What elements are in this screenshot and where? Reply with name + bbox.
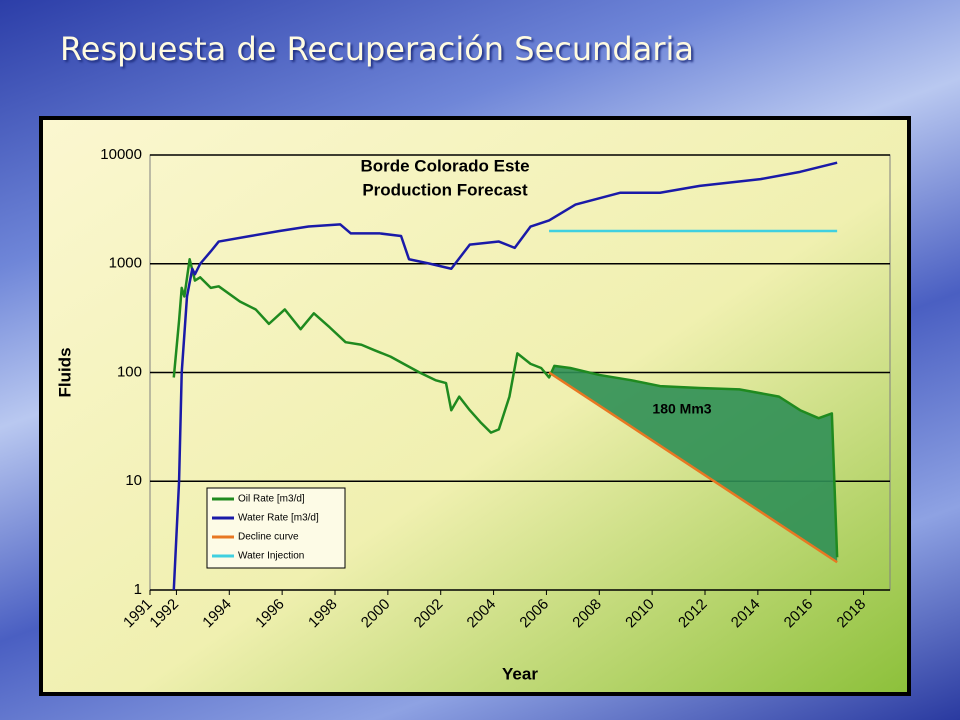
series-line — [548, 371, 838, 564]
chart-subtitle: Production Forecast — [362, 180, 528, 199]
legend-label: Water Rate [m3/d] — [238, 513, 319, 524]
y-tick-label: 1 — [134, 581, 142, 598]
slide-title: Respuesta de Recuperación Secundaria — [60, 30, 694, 68]
y-tick-label: 100 — [117, 363, 142, 380]
series-line — [172, 257, 839, 558]
y-tick-label: 1000 — [109, 255, 142, 272]
legend-label: Decline curve — [238, 532, 299, 543]
chart-title: Borde Colorado Este — [360, 156, 529, 175]
annotation: 180 Mm3 — [652, 401, 711, 417]
x-axis-label: Year — [502, 664, 538, 683]
series-line — [172, 161, 838, 591]
y-tick-label: 10000 — [100, 146, 142, 163]
forecast-area — [549, 365, 838, 563]
y-tick-label: 10 — [125, 472, 142, 489]
legend-label: Water Injection — [238, 551, 304, 562]
y-axis-label: Fluids — [55, 347, 74, 397]
legend-label: Oil Rate [m3/d] — [238, 494, 305, 505]
